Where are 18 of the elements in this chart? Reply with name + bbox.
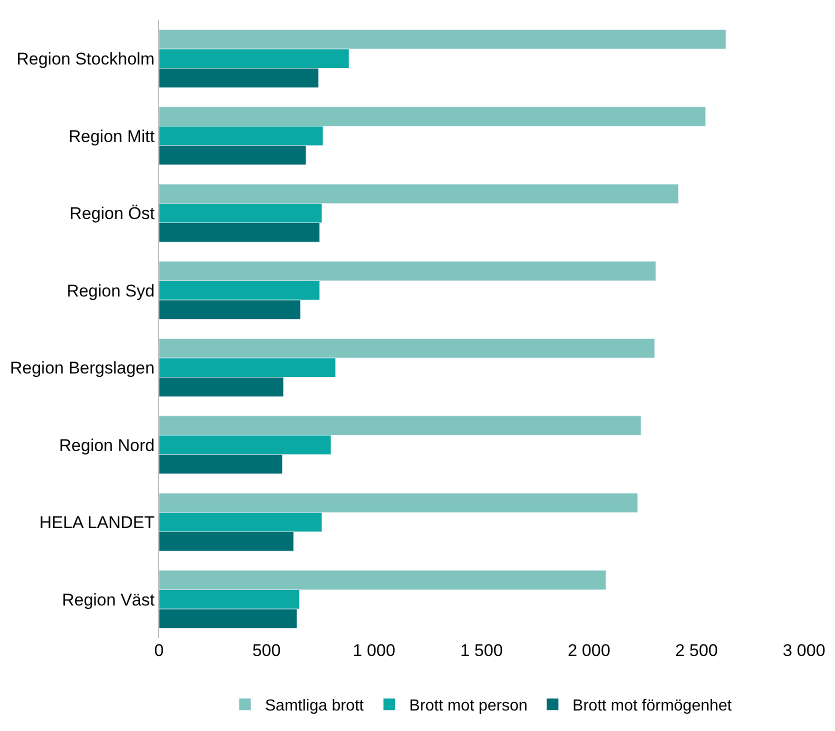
legend-label: Brott mot person bbox=[409, 698, 528, 715]
x-tick-label: 1 500 bbox=[460, 641, 503, 660]
y-tick-label: Region Öst bbox=[70, 204, 155, 224]
y-tick-label: Region Syd bbox=[66, 281, 155, 300]
y-tick-label: HELA LANDET bbox=[39, 513, 155, 532]
x-tick-label: 1 000 bbox=[352, 641, 396, 660]
y-tick-label: Region Väst bbox=[62, 590, 155, 610]
x-tick-label: 3 000 bbox=[782, 641, 826, 660]
y-tick-label: Region Bergslagen bbox=[10, 358, 155, 378]
x-tick-label: 2 000 bbox=[568, 641, 610, 660]
y-tick-label: Region Stockholm bbox=[16, 50, 155, 69]
x-tick-label: 500 bbox=[252, 641, 281, 660]
y-tick-label: Region Nord bbox=[59, 436, 155, 455]
y-tick-label: Region Mitt bbox=[68, 126, 155, 146]
legend-label: Brott mot förmögenhet bbox=[572, 698, 732, 715]
x-tick-label: 0 bbox=[154, 641, 164, 660]
legend-label: Samtliga brott bbox=[265, 698, 364, 715]
x-tick-label: 2 500 bbox=[675, 641, 718, 660]
